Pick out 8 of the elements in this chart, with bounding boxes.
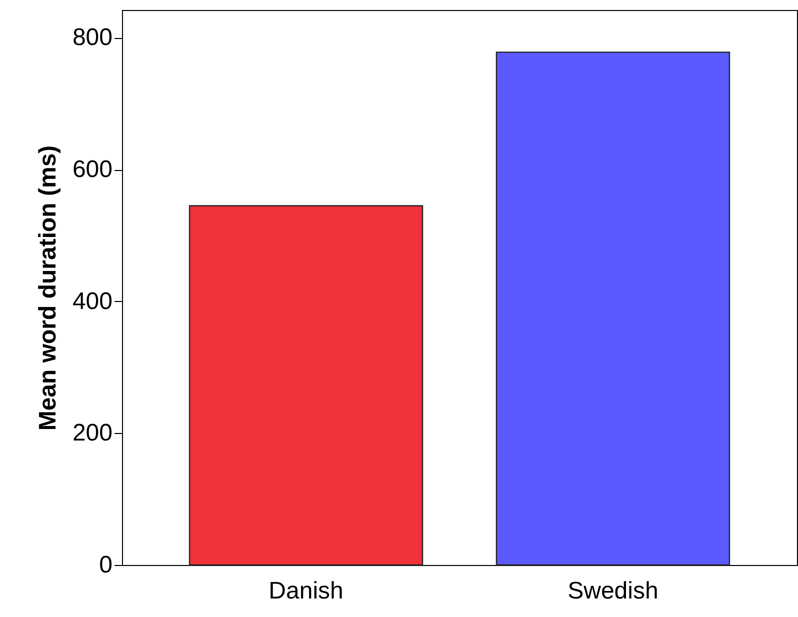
y-tick-label: 200 (72, 420, 112, 447)
y-tick-label: 400 (72, 288, 112, 315)
x-tick-label: Swedish (568, 578, 658, 604)
y-tick-label: 600 (72, 156, 112, 184)
y-tick-label: 0 (99, 552, 112, 578)
y-tick-label: 800 (72, 24, 112, 52)
x-tick-label: Danish (268, 578, 344, 604)
y-axis-title: Mean word duration (ms) (34, 145, 62, 431)
